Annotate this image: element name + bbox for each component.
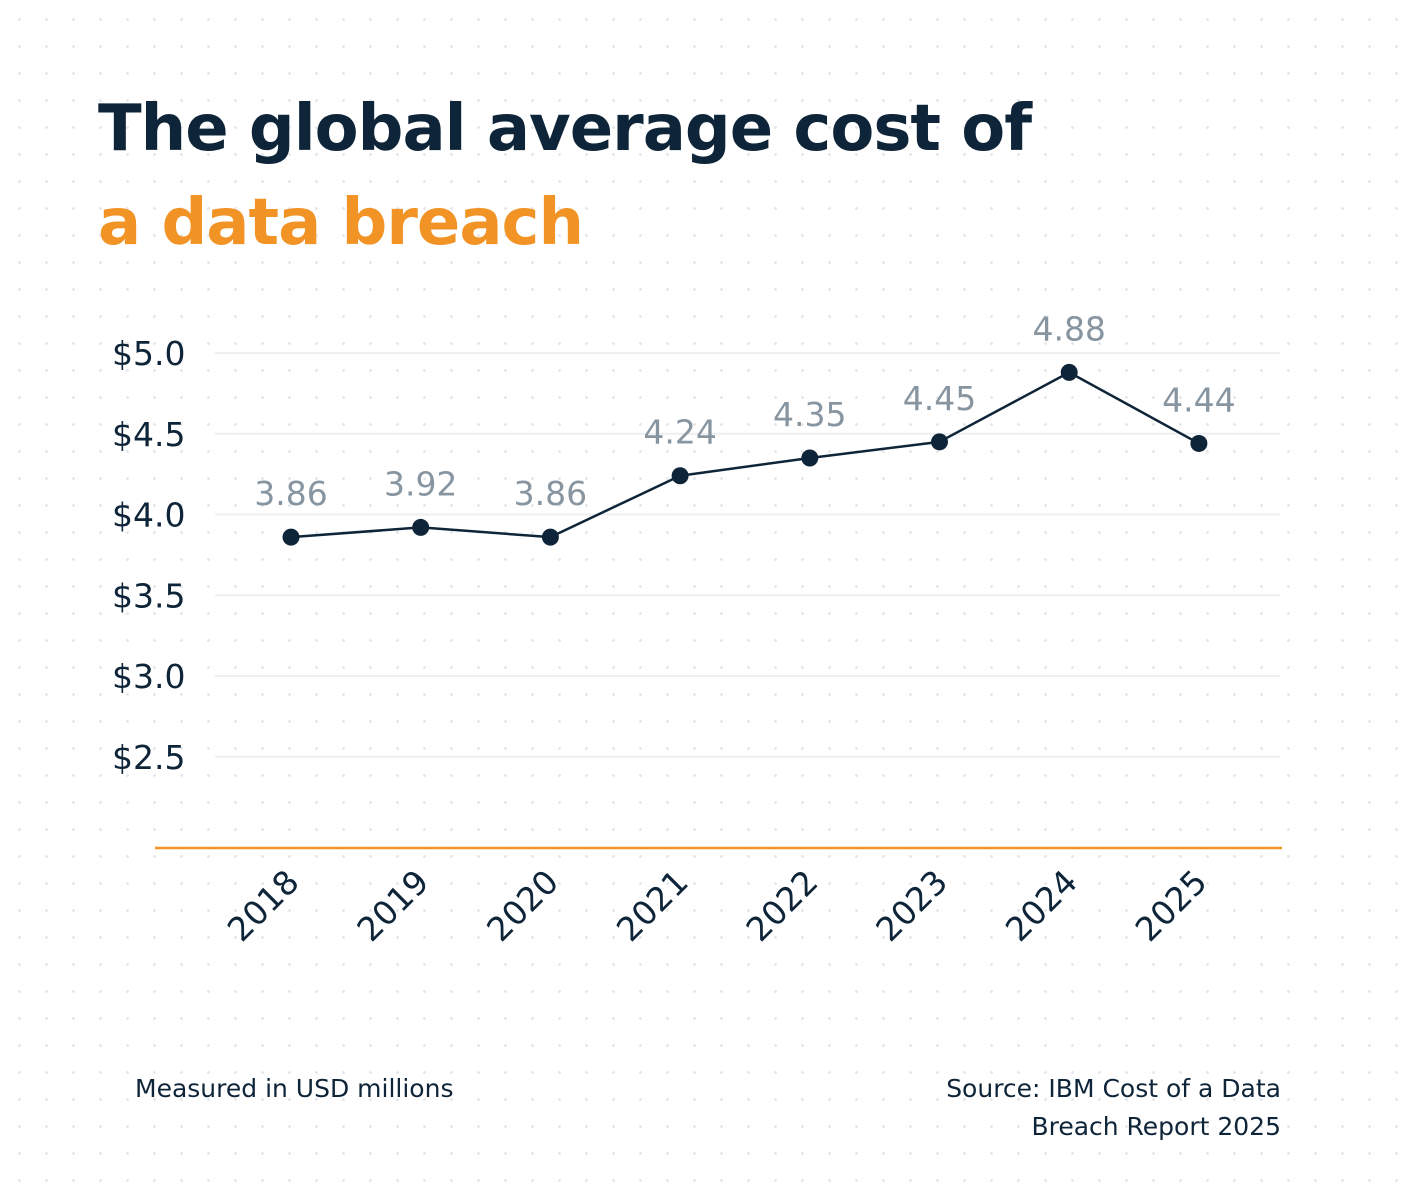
data-label: 3.86	[254, 474, 327, 513]
series-line	[290, 371, 1200, 539]
y-axis-tick-labels: $2.5 $3.0 $3.5 $4.0 $4.5 $5.0	[112, 334, 185, 777]
data-point	[282, 528, 300, 546]
data-point	[541, 528, 559, 546]
title-line-2-highlight: a data breach	[98, 186, 584, 260]
data-label: 4.44	[1162, 380, 1235, 419]
data-label: 4.45	[903, 379, 976, 418]
data-points	[282, 363, 1208, 546]
title-line-1: The global average cost of	[98, 92, 1032, 166]
unit-note: Measured in USD millions	[135, 1074, 454, 1103]
series-line-group	[290, 371, 1200, 539]
data-label: 4.35	[773, 395, 846, 434]
x-tick-label: 2020	[479, 862, 566, 949]
x-tick-label: 2019	[349, 862, 436, 949]
data-label: 3.86	[514, 474, 587, 513]
data-point	[412, 518, 430, 536]
data-label: 3.92	[384, 464, 457, 503]
data-label: 4.88	[1032, 309, 1105, 348]
x-tick-label: 2024	[998, 862, 1085, 949]
gridlines	[215, 352, 1280, 758]
x-tick-label: 2021	[609, 862, 696, 949]
y-tick-label: $4.0	[112, 496, 185, 535]
x-tick-label: 2023	[868, 862, 955, 949]
chart-title: The global average cost of a data breach	[98, 82, 1032, 270]
data-label: 4.24	[643, 413, 716, 452]
x-tick-label: 2025	[1128, 862, 1215, 949]
y-tick-label: $5.0	[112, 334, 185, 373]
data-point	[1190, 434, 1208, 452]
data-point	[1060, 363, 1078, 381]
x-tick-label: 2018	[220, 862, 307, 949]
data-labels: 3.86 3.92 3.86 4.24 4.35 4.45 4.88 4.44	[254, 309, 1235, 513]
x-tick-label: 2022	[738, 862, 825, 949]
data-point	[801, 449, 819, 467]
data-point	[671, 467, 689, 485]
y-tick-label: $4.5	[112, 415, 185, 454]
data-point	[931, 433, 948, 451]
y-tick-label: $2.5	[112, 738, 185, 777]
y-tick-label: $3.5	[112, 576, 185, 615]
x-axis-tick-labels: 2018 2019 2020 2021 2022 2023 2024 2025	[220, 862, 1215, 949]
source-note: Source: IBM Cost of a Data Breach Report…	[946, 1074, 1281, 1141]
y-tick-label: $3.0	[112, 657, 185, 696]
